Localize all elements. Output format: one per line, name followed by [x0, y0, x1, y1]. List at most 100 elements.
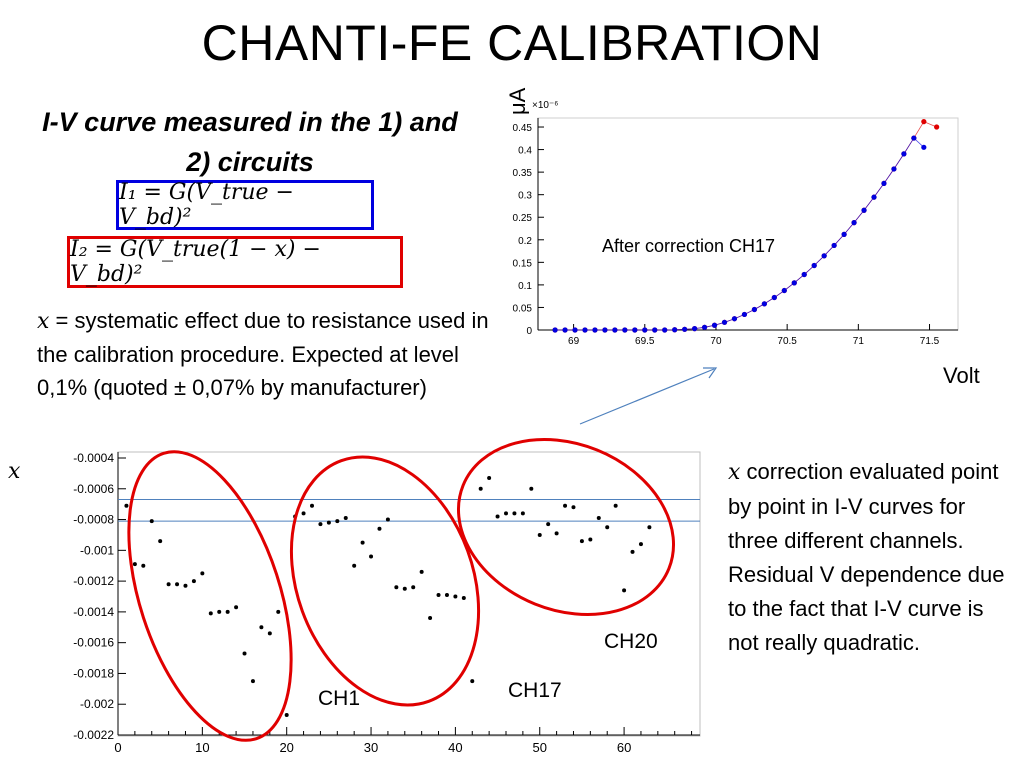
iv-point: [632, 327, 638, 333]
iv-point: [662, 327, 668, 333]
x-plot-point: [301, 511, 306, 516]
x-plot-point: [166, 582, 171, 587]
iv-x-tick-label: 69.5: [635, 336, 655, 347]
x-plot-point: [242, 651, 247, 656]
x-plot-point: [394, 585, 399, 590]
iv-x-tick-label: 70.5: [777, 336, 797, 347]
x-plot-x-tick-label: 0: [114, 740, 121, 755]
iv-point: [582, 327, 588, 333]
x-plot-y-tick-label: -0.0022: [73, 728, 114, 742]
x-plot-point: [276, 609, 281, 614]
x-plot-point: [284, 712, 289, 717]
x-plot-point: [158, 539, 163, 544]
iv-point: [891, 166, 897, 172]
x-plot-point: [529, 486, 534, 491]
iv-point: [592, 327, 598, 333]
x-variable-2: x: [728, 460, 741, 485]
x-plot-point: [402, 586, 407, 591]
x-plot-frame: [117, 451, 701, 737]
ch20-label: CH20: [604, 630, 658, 653]
iv-point: [791, 280, 797, 286]
ch17-ellipse: [289, 455, 481, 707]
x-plot-point: [605, 525, 610, 530]
equation-circuit-1: I₁ = G(V_true − V_bd)²: [116, 180, 374, 230]
x-plot-y-tick-label: -0.0014: [73, 605, 114, 619]
x-plot-point: [512, 511, 517, 516]
iv-point: [861, 207, 867, 213]
iv-point: [851, 220, 857, 226]
iv-y-tick-label: 0.25: [513, 213, 533, 224]
x-plot-point: [132, 562, 137, 567]
x-plot-point: [478, 486, 483, 491]
equation-1-text: I₁ = G(V_true − V_bd)²: [119, 180, 294, 230]
iv-y-tick-label: 0.4: [518, 146, 532, 157]
equation-2-text: I₂ = G(V_true(1 − x) − V_bd)²: [70, 237, 321, 287]
x-plot-y-tick-label: -0.0004: [73, 451, 114, 465]
x-plot-point: [554, 531, 559, 536]
x-plot-point: [419, 569, 424, 574]
x-variable: x: [37, 309, 50, 334]
x-plot-point: [520, 511, 525, 516]
x-plot-point: [352, 563, 357, 568]
x-plot-point: [191, 579, 196, 584]
iv-point: [871, 194, 877, 200]
iv-point: [562, 327, 568, 333]
ch1-ellipse: [127, 450, 293, 742]
x-plot-point: [267, 631, 272, 636]
x-plot-point: [175, 582, 180, 587]
iv-point: [612, 327, 618, 333]
iv-point: [672, 327, 678, 333]
correction-description: x correction evaluated point by point in…: [728, 455, 1018, 660]
x-plot-point: [487, 476, 492, 481]
x-plot-point: [579, 539, 584, 544]
x-plot-point: [343, 516, 348, 521]
x-plot-y-tick-label: -0.0006: [73, 482, 114, 496]
connector-arrow: [579, 368, 715, 425]
iv-x-tick-label: 71.5: [920, 336, 940, 347]
iv-y-tick-label: 0.45: [513, 123, 533, 134]
iv-point: [701, 324, 708, 330]
iv-x-tick-label: 71: [853, 336, 865, 347]
x-plot-x-tick-label: 40: [448, 740, 462, 755]
iv-point: [921, 119, 927, 125]
x-plot-point: [250, 679, 255, 684]
x-plot-point: [537, 532, 542, 537]
x-plot-point: [208, 611, 213, 616]
iv-y-tick-label: 0.15: [513, 258, 533, 269]
iv-point: [911, 135, 917, 141]
iv-y-multiplier: ×10⁻⁶: [532, 100, 558, 111]
x-plot-point: [183, 583, 188, 588]
iv-point: [761, 301, 767, 307]
x-plot-point: [563, 503, 568, 508]
x-plot-point: [596, 516, 601, 521]
x-plot-point: [141, 563, 146, 568]
x-plot-y-tick-label: -0.001: [80, 543, 114, 557]
iv-y-tick-label: 0.05: [513, 303, 533, 314]
iv-point: [642, 327, 648, 333]
x-plot-point: [225, 609, 230, 614]
x-plot-point: [149, 519, 154, 524]
iv-point: [841, 231, 847, 237]
iv-point: [811, 262, 817, 269]
iv-point: [741, 311, 748, 318]
iv-y-tick-label: 0.2: [518, 236, 532, 247]
x-plot-point: [622, 588, 627, 593]
x-plot-point: [647, 525, 652, 530]
x-plot-point: [318, 522, 323, 527]
iv-point: [921, 144, 927, 150]
x-plot-point: [385, 517, 390, 522]
x-plot-point: [470, 679, 475, 684]
iv-y-tick-label: 0.3: [518, 191, 532, 202]
iv-point: [652, 327, 658, 333]
slide-title: CHANTI-FE CALIBRATION: [201, 15, 823, 71]
x-plot-point: [335, 519, 340, 524]
ch20-ellipse: [456, 438, 676, 616]
ch17-label: CH17: [508, 679, 562, 702]
x-plot-point: [588, 537, 593, 542]
x-plot-y-tick-label: -0.002: [80, 697, 114, 711]
iv-point: [831, 242, 837, 249]
x-plot-point: [571, 505, 576, 510]
x-plot-point: [360, 540, 365, 545]
x-plot-ylabel: x: [8, 459, 21, 484]
